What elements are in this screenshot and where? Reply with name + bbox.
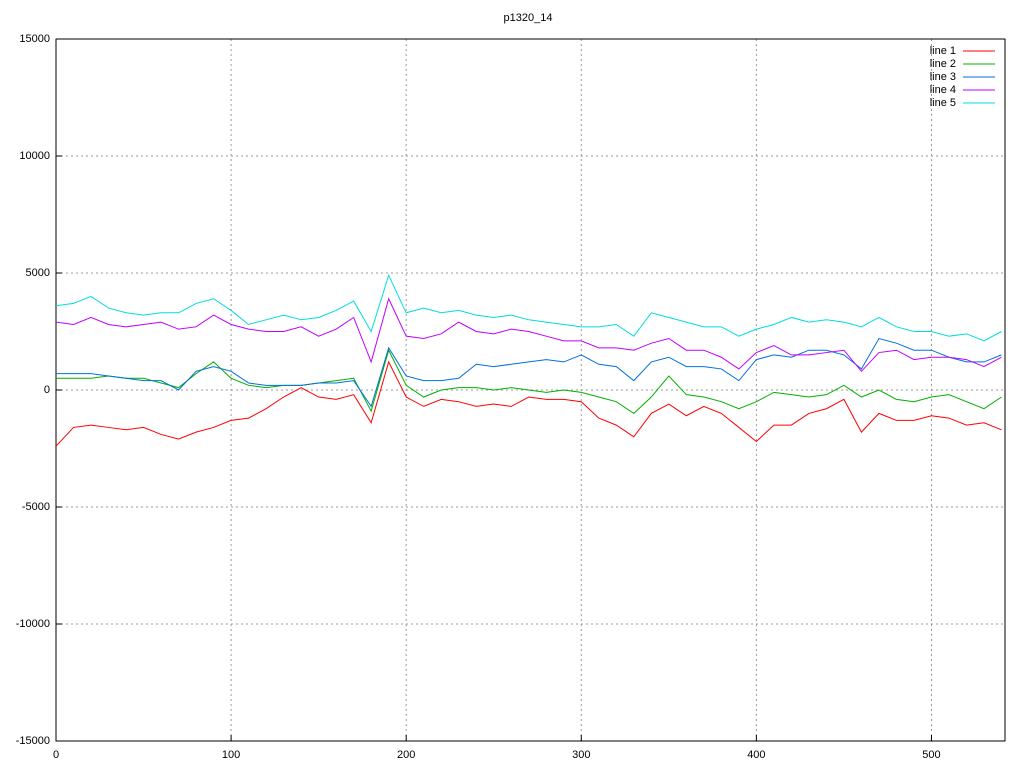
chart-title: p1320_14 [504, 12, 553, 24]
legend-label: line 4 [930, 84, 956, 96]
plot-frame [55, 38, 1006, 742]
legend-label: line 2 [930, 58, 956, 70]
y-tick-label: -10000 [16, 618, 50, 630]
data-line [55, 273, 1002, 342]
x-tick-label: 500 [922, 749, 940, 761]
y-tick-label: -5000 [22, 501, 50, 513]
x-tick-label: 0 [53, 749, 59, 761]
data-line [56, 348, 1002, 415]
x-tick-label: 100 [222, 749, 240, 761]
y-tick-label: 15000 [19, 33, 50, 45]
x-tick-label: 300 [572, 749, 590, 761]
data-line [55, 297, 1002, 373]
legend-label: line 1 [930, 45, 956, 57]
x-tick-label: 400 [747, 749, 765, 761]
data-line [56, 337, 1002, 408]
y-tick-label: 0 [44, 384, 50, 396]
legend-label: line 3 [930, 71, 956, 83]
y-tick-label: 10000 [19, 150, 50, 162]
y-tick-label: -15000 [16, 735, 50, 747]
x-tick-label: 200 [397, 749, 415, 761]
y-tick-label: 5000 [26, 267, 50, 279]
legend-label: line 5 [930, 97, 956, 109]
data-line [55, 360, 1002, 447]
